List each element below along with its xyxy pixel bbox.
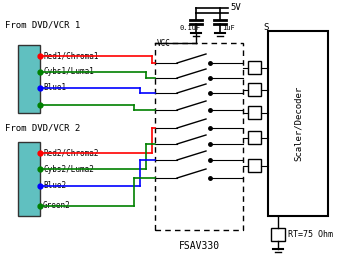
Bar xyxy=(248,106,261,119)
Text: RT=75 Ohm: RT=75 Ohm xyxy=(288,230,333,239)
Text: Blue2: Blue2 xyxy=(43,181,66,191)
Bar xyxy=(271,228,285,241)
Bar xyxy=(248,61,261,74)
Bar xyxy=(248,159,261,172)
Bar xyxy=(18,142,40,216)
Text: From DVD/VCR 2: From DVD/VCR 2 xyxy=(5,124,80,132)
Text: FSAV330: FSAV330 xyxy=(178,241,219,251)
Bar xyxy=(248,131,261,144)
Text: Scaler/Decoder: Scaler/Decoder xyxy=(294,86,302,161)
Text: Blue1: Blue1 xyxy=(43,84,66,92)
Text: VCC: VCC xyxy=(157,39,171,47)
Text: Red1/Chroma1: Red1/Chroma1 xyxy=(43,51,98,61)
Text: 5V: 5V xyxy=(230,3,241,13)
Text: Red2/Chroma2: Red2/Chroma2 xyxy=(43,148,98,158)
Text: 0.1uF: 0.1uF xyxy=(180,25,201,31)
Bar xyxy=(248,83,261,96)
Text: 1uF: 1uF xyxy=(222,25,235,31)
Text: From DVD/VCR 1: From DVD/VCR 1 xyxy=(5,20,80,29)
Text: S: S xyxy=(263,24,269,32)
Bar xyxy=(155,43,243,230)
Bar xyxy=(268,31,328,216)
Text: Cybs2/Luma2: Cybs2/Luma2 xyxy=(43,165,94,173)
Text: Green2: Green2 xyxy=(43,202,71,210)
Bar xyxy=(18,45,40,113)
Text: Cybs1/Luma1: Cybs1/Luma1 xyxy=(43,68,94,76)
